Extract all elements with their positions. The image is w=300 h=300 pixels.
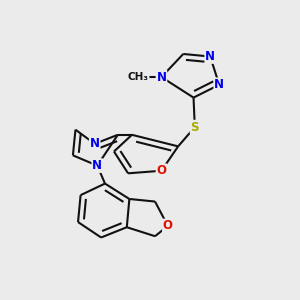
Text: N: N <box>90 137 100 150</box>
Text: O: O <box>157 164 166 177</box>
Text: CH₃: CH₃ <box>128 72 149 82</box>
Text: N: N <box>214 78 224 91</box>
Text: O: O <box>163 219 173 232</box>
Text: N: N <box>205 50 215 63</box>
Text: N: N <box>157 70 166 84</box>
Text: N: N <box>92 159 102 172</box>
Text: S: S <box>190 121 199 134</box>
